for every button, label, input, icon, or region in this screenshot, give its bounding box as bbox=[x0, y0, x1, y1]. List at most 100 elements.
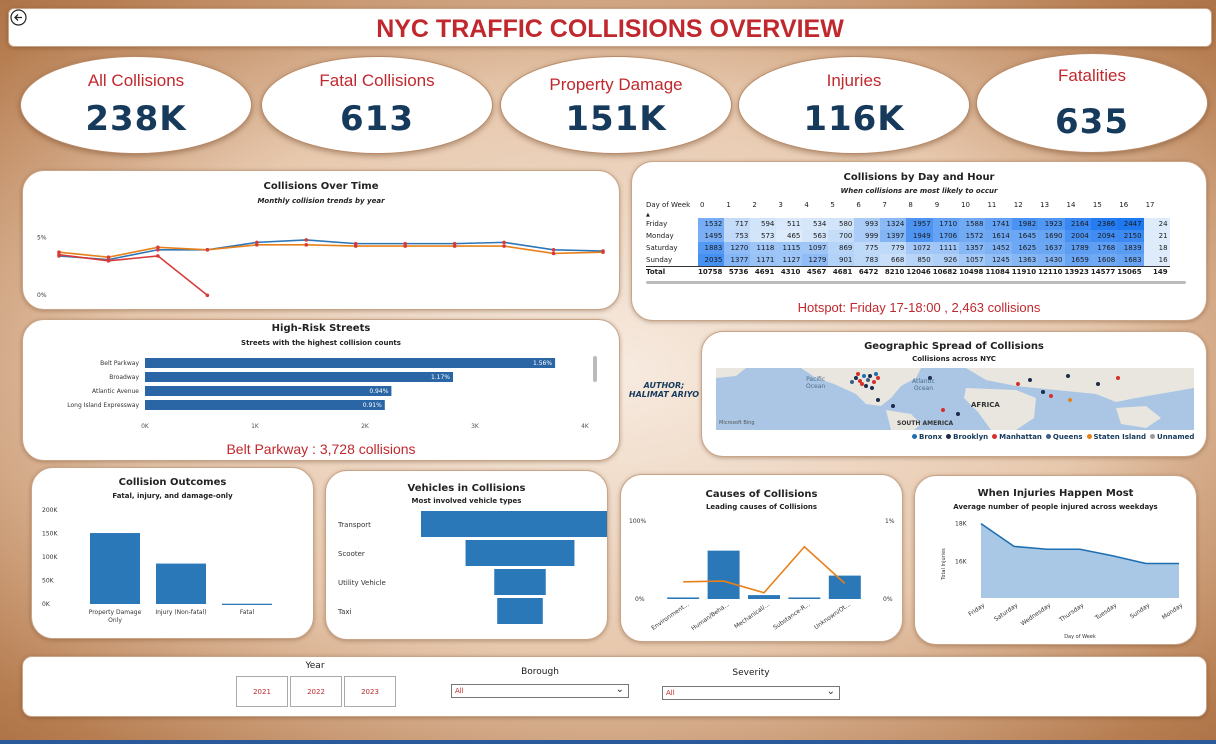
legend-item[interactable]: Unnamed bbox=[1150, 433, 1194, 441]
heatmap-cell[interactable]: 1115 bbox=[776, 242, 803, 254]
heatmap-cell[interactable]: 1118 bbox=[750, 242, 777, 254]
map-marker[interactable] bbox=[1116, 376, 1120, 380]
heatmap-cell[interactable]: 993 bbox=[854, 218, 881, 230]
heatmap-cell[interactable]: 16 bbox=[1143, 254, 1170, 266]
heatmap-cell[interactable]: 850 bbox=[906, 254, 933, 266]
heatmap-cell[interactable]: 1452 bbox=[985, 242, 1012, 254]
map-view[interactable]: Pacific Ocean Atlantic Ocean AFRICA SOUT… bbox=[716, 368, 1194, 430]
legend-item[interactable]: Staten Island bbox=[1086, 433, 1146, 441]
heatmap-cell[interactable]: 594 bbox=[750, 218, 777, 230]
year-button-2022[interactable]: 2022 bbox=[290, 676, 342, 707]
heatmap-cell[interactable]: 1659 bbox=[1064, 254, 1091, 266]
map-marker[interactable] bbox=[1028, 378, 1032, 382]
borough-dropdown[interactable]: All ⌄ bbox=[451, 684, 629, 698]
heatmap-cell[interactable]: 1572 bbox=[959, 230, 986, 242]
heatmap-cell[interactable]: 1357 bbox=[959, 242, 986, 254]
heatmap-cell[interactable]: 1883 bbox=[698, 242, 725, 254]
heatmap-cell[interactable]: 534 bbox=[802, 218, 829, 230]
heatmap-cell[interactable]: 1645 bbox=[1011, 230, 1039, 242]
heatmap-scrollbar[interactable] bbox=[646, 281, 1186, 284]
heatmap-cell[interactable]: 1741 bbox=[985, 218, 1012, 230]
heatmap-cell[interactable]: 1072 bbox=[906, 242, 933, 254]
back-arrow-icon[interactable] bbox=[10, 9, 27, 26]
heatmap-cell[interactable]: 465 bbox=[776, 230, 803, 242]
causes-combo-chart[interactable]: 100% 0% 1% 0% Environment... Human/Beha... Mec… bbox=[621, 513, 903, 641]
heatmap-col-header[interactable]: Day of Week bbox=[646, 201, 691, 209]
map-marker[interactable] bbox=[872, 380, 876, 384]
legend-item[interactable]: Bronx bbox=[912, 433, 942, 441]
heatmap-cell[interactable]: 775 bbox=[854, 242, 881, 254]
map-marker[interactable] bbox=[956, 412, 960, 416]
streets-scrollbar[interactable] bbox=[593, 356, 597, 382]
heatmap-cell[interactable]: 779 bbox=[880, 242, 907, 254]
heatmap-cell[interactable]: 700 bbox=[828, 230, 855, 242]
map-marker[interactable] bbox=[850, 380, 854, 384]
map-marker[interactable] bbox=[1066, 374, 1070, 378]
vehicles-funnel-chart[interactable]: Transport Scooter Utility Vehicle Taxi bbox=[326, 509, 608, 637]
heatmap-cell[interactable]: 1839 bbox=[1117, 242, 1144, 254]
map-marker[interactable] bbox=[868, 374, 872, 378]
legend-item[interactable]: Manhattan bbox=[992, 433, 1042, 441]
heatmap-cell[interactable]: 24 bbox=[1143, 218, 1170, 230]
heatmap-cell[interactable]: 1608 bbox=[1090, 254, 1118, 266]
heatmap-cell[interactable]: 18 bbox=[1143, 242, 1170, 254]
heatmap-cell[interactable]: 1495 bbox=[698, 230, 725, 242]
map-marker[interactable] bbox=[858, 379, 862, 383]
map-marker[interactable] bbox=[866, 378, 870, 382]
heatmap-cell[interactable]: 901 bbox=[828, 254, 855, 266]
map-marker[interactable] bbox=[891, 404, 895, 408]
map-marker[interactable] bbox=[862, 374, 866, 378]
heatmap-cell[interactable]: 1324 bbox=[880, 218, 907, 230]
heatmap-cell[interactable]: 511 bbox=[776, 218, 803, 230]
heatmap-cell[interactable]: 1171 bbox=[750, 254, 777, 266]
heatmap-cell[interactable]: 1789 bbox=[1064, 242, 1091, 254]
streets-chart[interactable]: Belt Parkway 1.56% Broadway 1.17% Atlantic A… bbox=[23, 350, 620, 430]
heatmap-cell[interactable]: 1363 bbox=[1011, 254, 1039, 266]
map-marker[interactable] bbox=[1049, 394, 1053, 398]
heatmap-cell[interactable]: 1111 bbox=[932, 242, 960, 254]
heatmap-cell[interactable]: 869 bbox=[828, 242, 855, 254]
heatmap-cell[interactable]: 999 bbox=[854, 230, 881, 242]
map-marker[interactable] bbox=[1096, 382, 1100, 386]
heatmap-cell[interactable]: 1710 bbox=[932, 218, 960, 230]
heatmap-cell[interactable]: 668 bbox=[880, 254, 907, 266]
legend-item[interactable]: Brooklyn bbox=[946, 433, 988, 441]
heatmap-cell[interactable]: 1377 bbox=[724, 254, 751, 266]
severity-dropdown[interactable]: All ⌄ bbox=[662, 686, 840, 700]
heatmap-cell[interactable]: 2447 bbox=[1117, 218, 1144, 230]
heatmap-cell[interactable]: 1430 bbox=[1038, 254, 1065, 266]
map-marker[interactable] bbox=[876, 376, 880, 380]
heatmap-cell[interactable]: 1588 bbox=[959, 218, 986, 230]
map-marker[interactable] bbox=[1016, 382, 1020, 386]
heatmap-cell[interactable]: 2386 bbox=[1090, 218, 1118, 230]
heatmap-cell[interactable]: 563 bbox=[802, 230, 829, 242]
heatmap-cell[interactable]: 1923 bbox=[1038, 218, 1065, 230]
map-marker[interactable] bbox=[864, 384, 868, 388]
heatmap-cell[interactable]: 1532 bbox=[698, 218, 725, 230]
map-marker[interactable] bbox=[928, 376, 932, 380]
map-marker[interactable] bbox=[874, 372, 878, 376]
heatmap-cell[interactable]: 926 bbox=[932, 254, 960, 266]
heatmap-cell[interactable]: 1683 bbox=[1117, 254, 1144, 266]
heatmap-cell[interactable]: 2150 bbox=[1117, 230, 1144, 242]
year-button-2023[interactable]: 2023 bbox=[344, 676, 396, 707]
map-marker[interactable] bbox=[856, 372, 860, 376]
heatmap-cell[interactable]: 2094 bbox=[1090, 230, 1118, 242]
heatmap-cell[interactable]: 1768 bbox=[1090, 242, 1118, 254]
heatmap-cell[interactable]: 573 bbox=[750, 230, 777, 242]
heatmap-cell[interactable]: 1614 bbox=[985, 230, 1012, 242]
heatmap-cell[interactable]: 2035 bbox=[698, 254, 725, 266]
map-marker[interactable] bbox=[860, 382, 864, 386]
heatmap-cell[interactable]: 1706 bbox=[932, 230, 960, 242]
injuries-area-chart[interactable]: 18K 16K Total Injuries Friday Saturday Wednes… bbox=[915, 512, 1197, 644]
heatmap-cell[interactable]: 1097 bbox=[802, 242, 829, 254]
map-marker[interactable] bbox=[1041, 390, 1045, 394]
heatmap-cell[interactable]: 1270 bbox=[724, 242, 751, 254]
heatmap-cell[interactable]: 21 bbox=[1143, 230, 1170, 242]
map-marker[interactable] bbox=[941, 408, 945, 412]
heatmap-cell[interactable]: 1690 bbox=[1038, 230, 1065, 242]
heatmap-cell[interactable]: 1957 bbox=[906, 218, 933, 230]
heatmap-cell[interactable]: 753 bbox=[724, 230, 751, 242]
heatmap-table[interactable]: Day of Week 0 1 2 3 4 5 6 7 8 9 10 11 12 13 14 15 16 17 ▲ Fr… bbox=[646, 199, 1206, 285]
